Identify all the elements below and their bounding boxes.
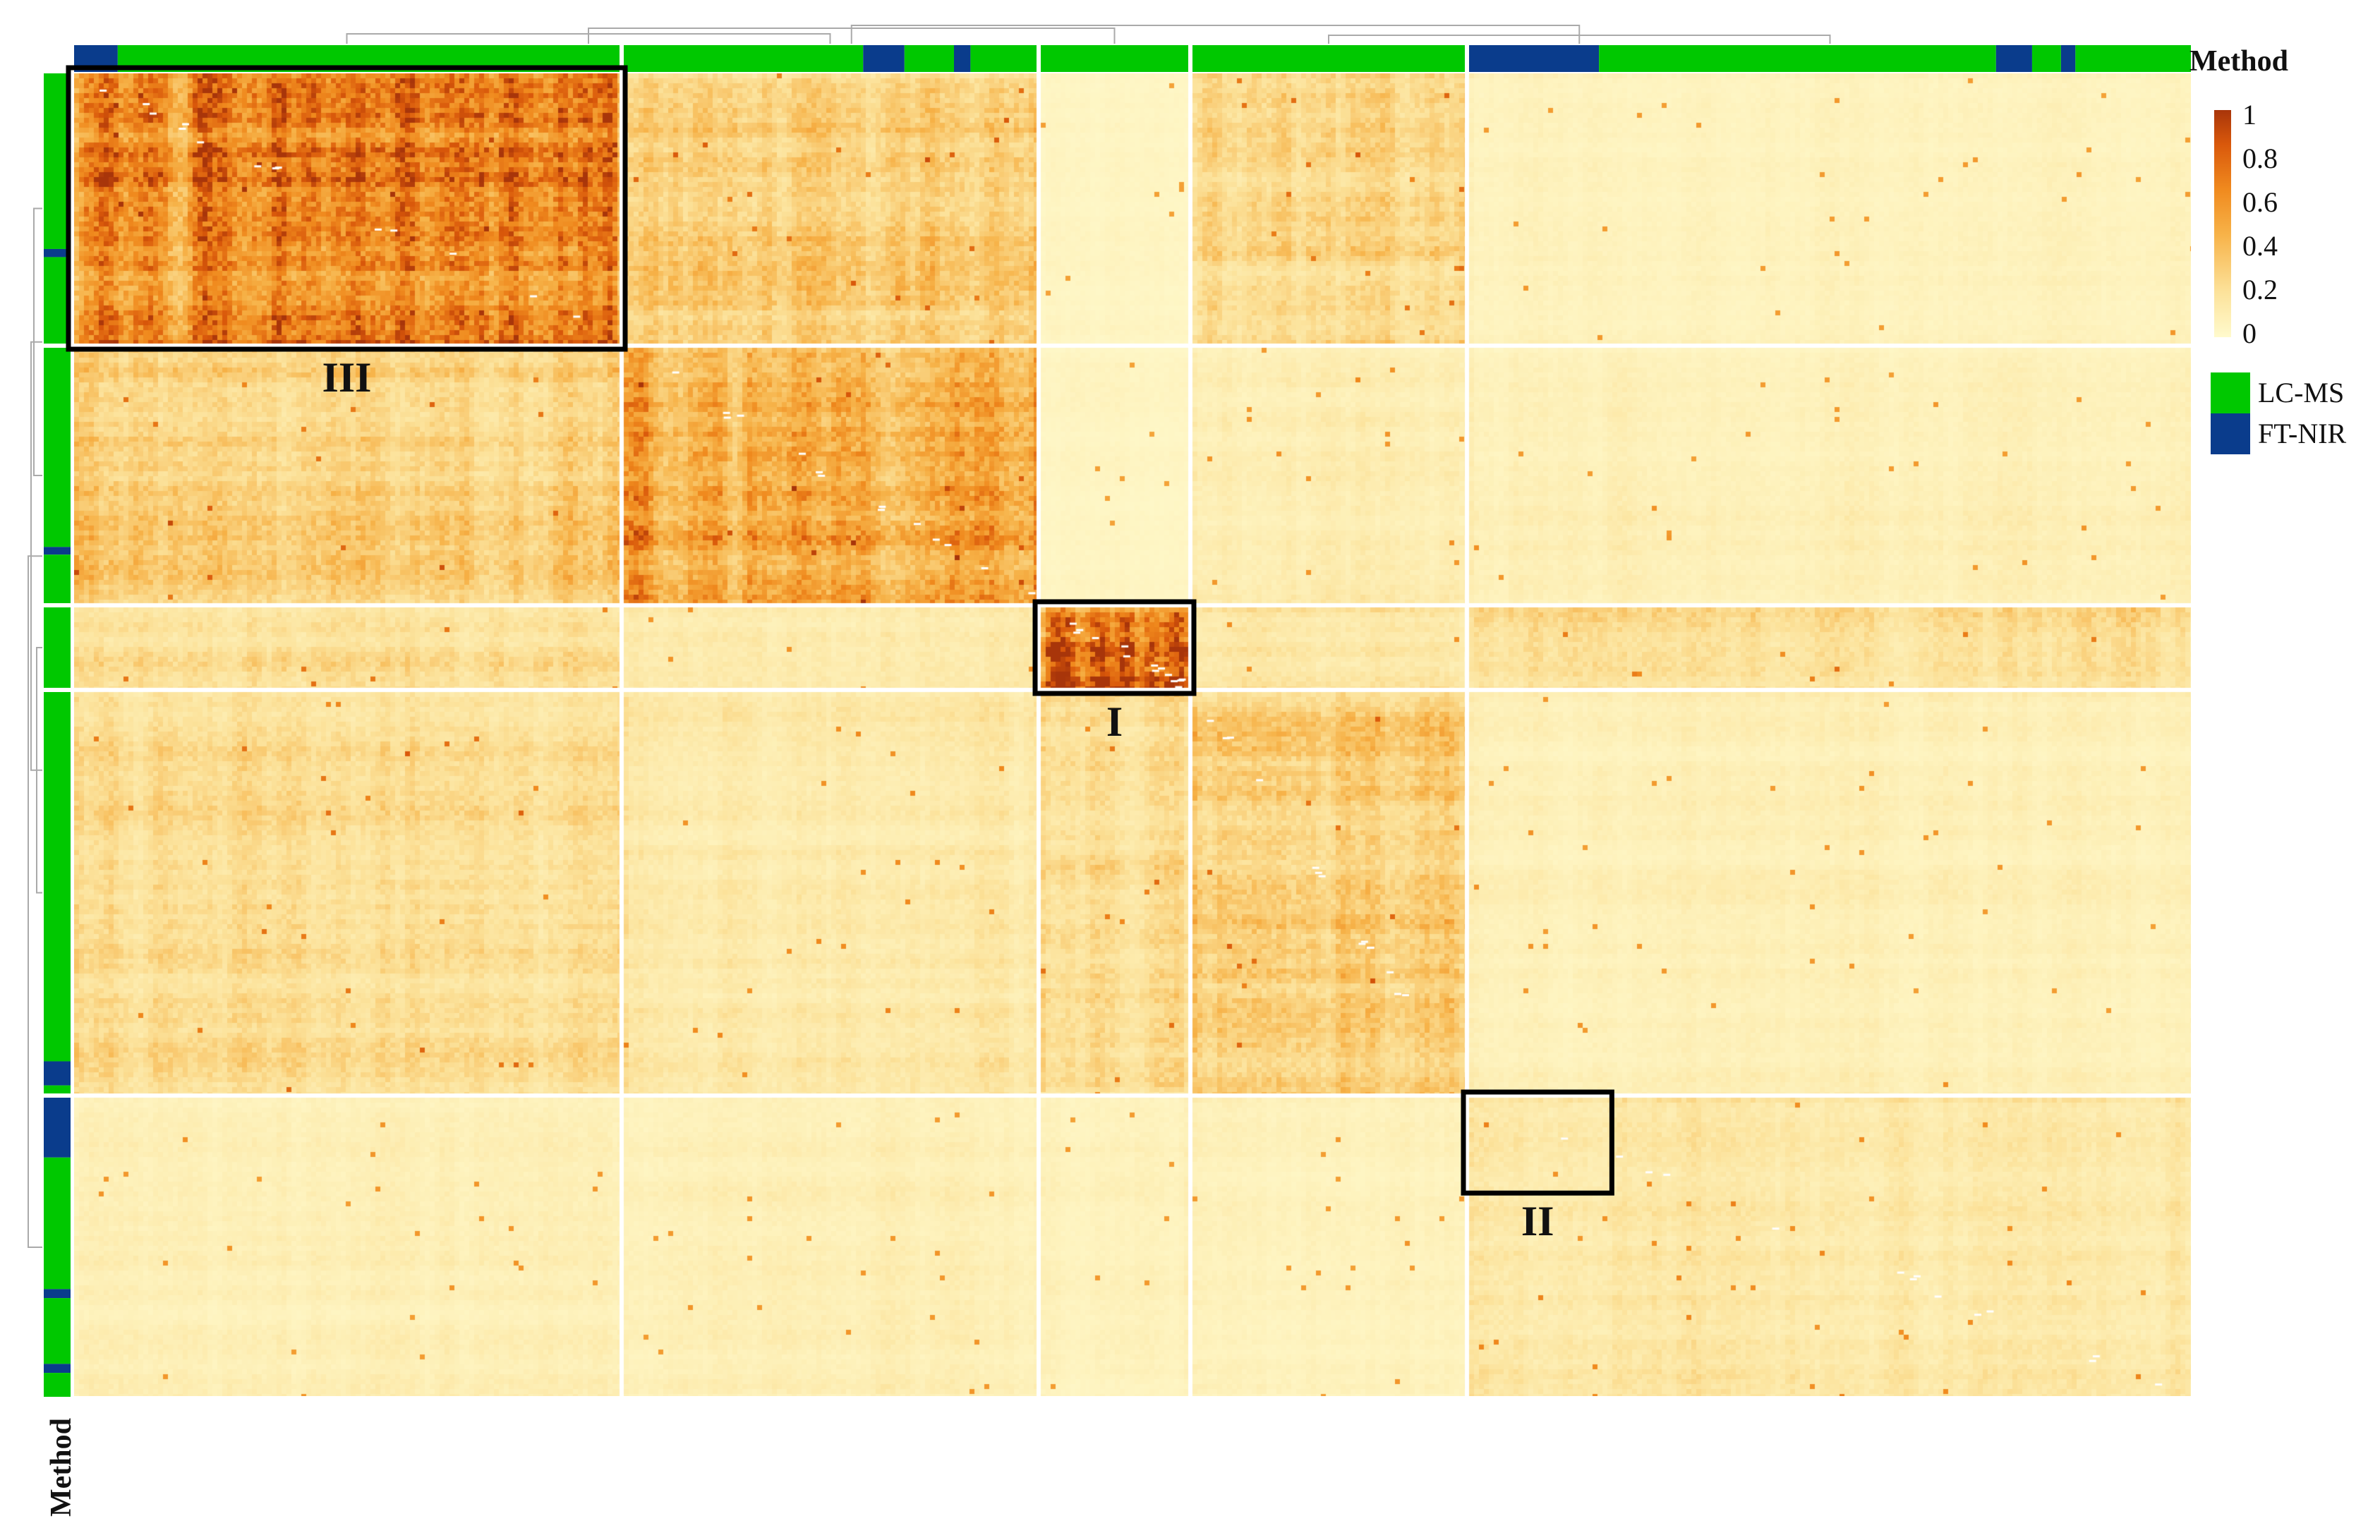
highlight-box <box>66 65 628 352</box>
row-dendrogram <box>28 207 42 1248</box>
column-annotation-segment <box>1041 45 1188 72</box>
row-annotation-segment <box>44 348 71 547</box>
legend-label-lcms: LC-MS <box>2258 377 2344 408</box>
legend-swatch-ftnir <box>2211 413 2250 454</box>
color-scale-tick-label: 1 <box>2242 99 2257 131</box>
highlight-box-label: III <box>322 354 371 401</box>
legend-label-ftnir: FT-NIR <box>2258 418 2347 449</box>
highlight-box-label: II <box>1521 1198 1554 1244</box>
column-annotation-segment <box>624 45 864 72</box>
row-annotation-segment <box>44 547 71 555</box>
column-annotation-segment <box>1599 45 1996 72</box>
highlight-box <box>1461 1089 1614 1196</box>
column-annotation-segment <box>970 45 1037 72</box>
method-legend: LC-MS FT-NIR <box>2211 372 2347 454</box>
row-annotation-segment <box>44 1061 71 1086</box>
row-annotation-segment <box>44 692 71 1062</box>
row-annotation-segment <box>44 1289 71 1299</box>
column-annotation-segment <box>1995 45 2032 72</box>
column-annotation-segment <box>2031 45 2061 72</box>
dendrogram-branch <box>28 555 42 1248</box>
dendrogram-branch <box>850 25 1581 44</box>
row-annotation-segment <box>44 1157 71 1290</box>
column-method-annotation-bar <box>74 45 2191 72</box>
row-annotation-segment <box>44 248 71 257</box>
column-dendrogram <box>346 25 1831 44</box>
column-annotation-segment <box>863 45 905 72</box>
row-annotation-segment <box>44 554 71 603</box>
color-scale-tick-label: 0.8 <box>2242 143 2278 174</box>
row-annotation-segment <box>44 1364 71 1374</box>
legend-swatch-lcms <box>2211 372 2250 413</box>
color-scale-bar <box>2214 110 2231 337</box>
color-scale-tick-label: 0 <box>2242 317 2257 349</box>
row-annotation-segment <box>44 1085 71 1093</box>
top-annotation-title: Method <box>2189 45 2288 78</box>
correlation-heatmap <box>74 73 2191 1396</box>
highlight-box <box>1032 599 1197 696</box>
color-scale-tick-label: 0.4 <box>2242 230 2278 262</box>
column-annotation-segment <box>1192 45 1465 72</box>
column-annotation-segment <box>2060 45 2076 72</box>
column-annotation-segment <box>904 45 954 72</box>
highlight-boxes <box>66 65 1614 1196</box>
column-annotation-segment <box>1469 45 1600 72</box>
column-annotation-segment <box>2075 45 2191 72</box>
side-annotation-title: Method <box>45 1418 78 1517</box>
color-scale-legend: 1 0.8 0.6 0.4 0.2 0 <box>2214 99 2278 349</box>
color-scale-tick-label: 0.6 <box>2242 186 2278 218</box>
row-annotation-segment <box>44 1098 71 1158</box>
color-scale-tick-label: 0.2 <box>2242 274 2278 305</box>
row-annotation-segment <box>44 607 71 688</box>
column-annotation-segment <box>954 45 971 72</box>
row-annotation-segment <box>44 1298 71 1364</box>
row-annotation-segment <box>44 1373 71 1397</box>
highlight-box-label: I <box>1106 698 1123 745</box>
